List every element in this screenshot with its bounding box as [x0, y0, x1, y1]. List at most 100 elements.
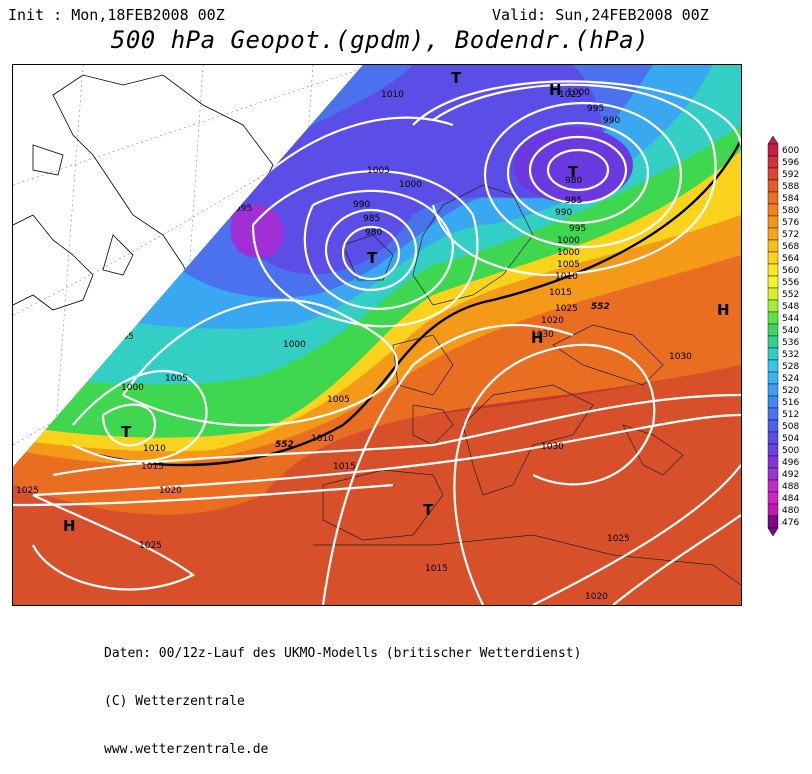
legend-swatch [767, 455, 779, 469]
footer: Daten: 00/12z-Lauf des UKMO-Modells (bri… [104, 614, 581, 774]
pressure-label: 1010 [311, 434, 334, 444]
legend-label: 568 [782, 242, 799, 252]
high-pressure-marker: H [549, 81, 562, 99]
color-legend-svg: 600 596 592 588 584 580 576 572 568 564 560 556 552 5… [767, 135, 799, 537]
pressure-label: 995 [569, 224, 586, 234]
legend-swatch [767, 191, 779, 205]
pressure-label: 1015 [549, 288, 572, 298]
legend-swatch [767, 479, 779, 493]
legend-swatch [767, 347, 779, 361]
pressure-label: 1010 [143, 444, 166, 454]
legend-swatch [767, 143, 779, 157]
contour-552-label: 552 [275, 440, 294, 450]
legend-label: 528 [782, 362, 799, 372]
pressure-label: 1025 [607, 534, 630, 544]
low-pressure-marker: T [568, 163, 579, 181]
legend-label: 564 [782, 254, 799, 264]
geopotential-field: 1010 1005 1000 995 990 985 980 1000 995 … [13, 65, 741, 605]
legend-label: 544 [782, 314, 799, 324]
pressure-label: 1025 [559, 90, 582, 100]
legend-arrow-up [767, 135, 779, 145]
pressure-label: 1005 [327, 395, 350, 405]
legend-swatch [767, 383, 779, 397]
footer-data-source: Daten: 00/12z-Lauf des UKMO-Modells (bri… [104, 646, 582, 661]
legend-swatch [767, 515, 779, 529]
color-legend: 600 596 592 588 584 580 576 572 568 564 560 556 552 5… [764, 135, 812, 537]
pressure-label: 1010 [555, 272, 578, 282]
high-pressure-marker: H [531, 329, 544, 347]
legend-swatch [767, 407, 779, 421]
legend-swatch [767, 335, 779, 349]
low-pressure-marker: T [121, 423, 132, 441]
pressure-label: 1010 [381, 90, 404, 100]
legend-swatch [767, 239, 779, 253]
legend-swatch [767, 167, 779, 181]
pressure-label: 1015 [141, 462, 164, 472]
low-pressure-marker: T [423, 501, 434, 519]
legend-swatch [767, 443, 779, 457]
legend-swatch [767, 359, 779, 373]
pressure-label: 1025 [139, 541, 162, 551]
contour-552 [97, 139, 741, 467]
high-pressure-marker: H [63, 517, 76, 535]
legend-swatch [767, 311, 779, 325]
legend-swatch [767, 155, 779, 169]
legend-label: 600 [782, 146, 799, 156]
legend-label: 556 [782, 278, 799, 288]
legend-label: 552 [782, 290, 799, 300]
pressure-label: 1020 [585, 592, 608, 602]
legend-label: 548 [782, 302, 799, 312]
legend-swatch [767, 299, 779, 313]
pressure-label: 985 [565, 196, 582, 206]
pressure-label: 990 [603, 116, 620, 126]
legend-label: 500 [782, 446, 799, 456]
pressure-label: 1000 [557, 248, 580, 258]
map-title: 500 hPa Geopot.(gpdm), Bodendr.(hPa) [110, 26, 650, 54]
legend-swatch [767, 215, 779, 229]
pressure-label: 980 [565, 176, 582, 186]
legend-label: 520 [782, 386, 799, 396]
pressure-label: 1005 [165, 374, 188, 384]
legend-label: 540 [782, 326, 799, 336]
legend-label: 516 [782, 398, 799, 408]
legend-label: 536 [782, 338, 799, 348]
pressure-label: 1000 [567, 88, 590, 98]
valid-time: Valid: Sun,24FEB2008 00Z [492, 6, 709, 24]
legend-label: 508 [782, 422, 799, 432]
pressure-label: 995 [587, 104, 604, 114]
pressure-label: 1015 [333, 462, 356, 472]
legend-swatch [767, 431, 779, 445]
legend-label: 592 [782, 170, 799, 180]
pressure-label: 1025 [16, 486, 39, 496]
isobars [13, 80, 741, 605]
pressure-label: 1000 [121, 383, 144, 393]
legend-swatch [767, 419, 779, 433]
legend-swatch [767, 395, 779, 409]
legend-swatch [767, 203, 779, 217]
forecast-map: 1010 1005 1000 995 990 985 980 1000 995 … [12, 64, 742, 606]
legend-label: 492 [782, 470, 799, 480]
legend-swatch [767, 467, 779, 481]
init-time: Init : Mon,18FEB2008 00Z [8, 6, 225, 24]
legend-label: 532 [782, 350, 799, 360]
pressure-label: 1000 [283, 340, 306, 350]
legend-label: 512 [782, 410, 799, 420]
legend-label: 488 [782, 482, 799, 492]
legend-swatch [767, 503, 779, 517]
legend-swatch [767, 263, 779, 277]
footer-url[interactable]: www.wetterzentrale.de [104, 742, 269, 757]
pressure-label: 1020 [159, 486, 182, 496]
legend-arrow-down [767, 527, 779, 537]
pressure-label: 1005 [111, 332, 134, 342]
pressure-systems: T T T T H H H H T [63, 69, 730, 535]
pressure-label: 1030 [531, 330, 554, 340]
pressure-label: 1030 [669, 352, 692, 362]
pressure-label: 1020 [541, 316, 564, 326]
forecast-map-svg: 1010 1005 1000 995 990 985 980 1000 995 … [13, 65, 741, 605]
pressure-label: 1005 [367, 166, 390, 176]
pressure-label: 1030 [541, 442, 564, 452]
legend-label: 524 [782, 374, 799, 384]
legend-label: 572 [782, 230, 799, 240]
legend-label: 580 [782, 206, 799, 216]
pressure-label: 1000 [399, 180, 422, 190]
